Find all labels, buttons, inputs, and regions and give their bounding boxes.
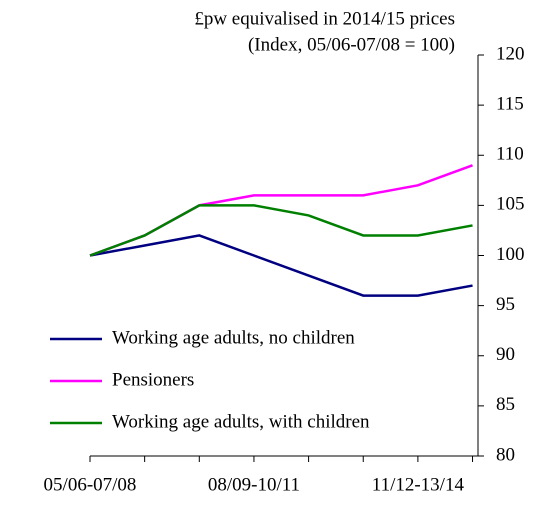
legend-label: Working age adults, no children [112,327,355,348]
y-tick-label: 100 [496,244,525,265]
y-tick-label: 80 [496,444,515,465]
y-tick-label: 95 [496,294,515,315]
x-tick-label: 11/12-13/14 [372,474,465,495]
legend-label: Working age adults, with children [112,411,370,432]
series-line [89,234,473,297]
chart-title: £pw equivalised in 2014/15 prices [194,8,455,29]
y-tick-label: 110 [496,144,524,165]
y-tick-label: 85 [496,394,515,415]
y-tick-label: 105 [496,194,525,215]
x-tick-label: 08/09-10/11 [208,474,300,495]
series-line [89,204,473,257]
y-tick-label: 120 [496,43,525,64]
chart-subtitle: (Index, 05/06-07/08 = 100) [248,34,455,55]
y-tick-label: 90 [496,344,515,365]
legend-label: Pensioners [112,369,194,390]
x-tick-label: 05/06-07/08 [44,474,137,495]
y-tick-label: 115 [496,93,524,114]
